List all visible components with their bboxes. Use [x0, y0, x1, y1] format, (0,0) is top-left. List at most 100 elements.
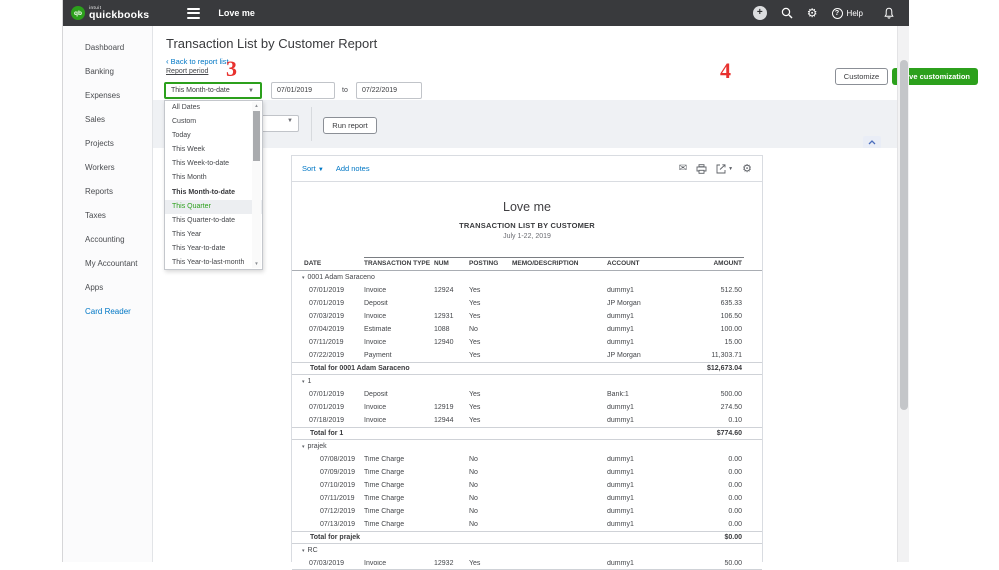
sidebar-item-taxes[interactable]: Taxes: [63, 204, 152, 228]
table-row-total: Total for prajek$0.00: [292, 531, 762, 544]
collapse-caret-icon[interactable]: ▾: [302, 444, 305, 450]
sidebar-item-workers[interactable]: Workers: [63, 156, 152, 180]
report-period-label: Report period: [166, 68, 208, 75]
report-header-band: Transaction List by Customer Report ‹Bac…: [153, 26, 909, 100]
table-row-group-1[interactable]: ▾1: [292, 375, 762, 388]
cell-num: 12940: [434, 339, 469, 346]
cell-date: 07/01/2019: [304, 391, 364, 398]
total-amount: $12,673.04: [707, 363, 742, 375]
cell-transaction-type: Payment: [364, 352, 434, 359]
cell-posting: Yes: [469, 300, 512, 307]
filter-divider: [311, 107, 312, 141]
menu-option-today[interactable]: Today: [165, 129, 262, 143]
table-row-data[interactable]: 07/22/2019PaymentYesJP Morgan11,303.71: [292, 349, 762, 362]
table-row-data[interactable]: 07/01/2019Invoice12919Yesdummy1274.50: [292, 401, 762, 414]
run-report-button[interactable]: Run report: [323, 117, 377, 134]
sort-dropdown[interactable]: Sort ▼: [302, 164, 324, 173]
cell-num: 12944: [434, 417, 469, 424]
menu-option-this-week-to-date[interactable]: This Week-to-date: [165, 157, 262, 171]
menu-option-this-year-to-date[interactable]: This Year-to-date: [165, 242, 262, 256]
sidebar-item-dashboard[interactable]: Dashboard: [63, 36, 152, 60]
sidebar-item-sales[interactable]: Sales: [63, 108, 152, 132]
add-notes-link[interactable]: Add notes: [336, 164, 370, 173]
cell-transaction-type: Time Charge: [364, 456, 434, 463]
table-row-group-0001-adam-saraceno[interactable]: ▾0001 Adam Saraceno: [292, 271, 762, 284]
collapse-caret-icon[interactable]: ▾: [302, 379, 305, 385]
search-icon[interactable]: [781, 7, 793, 19]
customize-button[interactable]: Customize: [835, 68, 888, 85]
table-row-data[interactable]: 07/13/2019Time ChargeNodummy10.00: [292, 518, 762, 531]
menu-scrollbar[interactable]: ▲ ▼: [252, 102, 261, 268]
quickbooks-logo-icon: qb: [71, 6, 85, 20]
menu-option-this-week[interactable]: This Week: [165, 143, 262, 157]
table-row-data[interactable]: 07/09/2019Time ChargeNodummy10.00: [292, 466, 762, 479]
cell-transaction-type: Time Charge: [364, 482, 434, 489]
cell-amount: 0.00: [702, 495, 742, 502]
report-settings-gear-icon[interactable]: ⚙︎: [742, 164, 752, 174]
sidebar-item-expenses[interactable]: Expenses: [63, 84, 152, 108]
table-row-total: Total for 1$774.60: [292, 427, 762, 440]
content-area: Sort ▼ Add notes ✉︎ ▼ ⚙︎ Love me TRANSAC…: [153, 148, 897, 562]
sidebar-item-reports[interactable]: Reports: [63, 180, 152, 204]
cell-posting: No: [469, 456, 512, 463]
report-period-menu: All DatesCustomTodayThis WeekThis Week-t…: [164, 100, 263, 270]
sidebar-item-card-reader[interactable]: Card Reader: [63, 300, 152, 324]
table-row-data[interactable]: 07/12/2019Time ChargeNodummy10.00: [292, 505, 762, 518]
main-scrollbar-thumb[interactable]: [900, 60, 908, 410]
page-title: Transaction List by Customer Report: [166, 36, 377, 51]
notifications-bell-icon[interactable]: [883, 7, 895, 20]
menu-option-this-quarter[interactable]: This Quarter: [165, 200, 262, 214]
date-from-input[interactable]: 07/01/2019: [271, 82, 335, 99]
gear-icon[interactable]: ⚙︎: [807, 6, 818, 20]
help-button[interactable]: ? Help: [832, 8, 863, 19]
report-period-select[interactable]: This Month-to-date ▼: [164, 82, 262, 99]
menu-option-this-quarter-to-date[interactable]: This Quarter-to-date: [165, 214, 262, 228]
menu-option-all-dates[interactable]: All Dates: [165, 101, 262, 115]
export-dropdown[interactable]: ▼: [716, 164, 733, 174]
menu-option-this-year[interactable]: This Year: [165, 228, 262, 242]
collapse-caret-icon[interactable]: ▾: [302, 275, 305, 281]
email-icon[interactable]: ✉︎: [679, 164, 687, 174]
table-row-data[interactable]: 07/11/2019Invoice12940Yesdummy115.00: [292, 336, 762, 349]
group-label: RC: [308, 547, 318, 554]
menu-option-this-month[interactable]: This Month: [165, 171, 262, 185]
cell-amount: 0.00: [702, 521, 742, 528]
total-amount: $0.00: [724, 532, 742, 544]
table-row-data[interactable]: 07/18/2019Invoice12944Yesdummy10.10: [292, 414, 762, 427]
table-row-data[interactable]: 07/10/2019Time ChargeNodummy10.00: [292, 479, 762, 492]
sidebar-item-apps[interactable]: Apps: [63, 276, 152, 300]
cell-transaction-type: Invoice: [364, 287, 434, 294]
sidebar-item-accounting[interactable]: Accounting: [63, 228, 152, 252]
table-row-data[interactable]: 07/03/2019Invoice12931Yesdummy1106.50: [292, 310, 762, 323]
group-label: 0001 Adam Saraceno: [308, 274, 375, 281]
table-row-data[interactable]: 07/01/2019DepositYesBank:1500.00: [292, 388, 762, 401]
collapse-caret-icon[interactable]: ▾: [302, 548, 305, 554]
create-plus-icon[interactable]: +: [753, 6, 767, 20]
annotation-number-3: 3: [226, 56, 237, 82]
print-icon[interactable]: [696, 164, 707, 174]
table-row-data[interactable]: 07/04/2019Estimate1088Nodummy1100.00: [292, 323, 762, 336]
table-row-data[interactable]: 07/11/2019Time ChargeNodummy10.00: [292, 492, 762, 505]
table-row-group-rc[interactable]: ▾RC: [292, 544, 762, 557]
menu-option-custom[interactable]: Custom: [165, 115, 262, 129]
table-row-data[interactable]: 07/01/2019Invoice12924Yesdummy1512.50: [292, 284, 762, 297]
back-to-report-list-link[interactable]: ‹Back to report list: [166, 57, 229, 66]
scroll-up-icon[interactable]: ▲: [252, 102, 261, 110]
table-row-group-prajek[interactable]: ▾prajek: [292, 440, 762, 453]
hamburger-menu-icon[interactable]: [187, 8, 200, 19]
cell-date: 07/22/2019: [304, 352, 364, 359]
cell-date: 07/09/2019: [304, 469, 364, 476]
scroll-down-icon[interactable]: ▼: [252, 260, 261, 268]
cell-transaction-type: Time Charge: [364, 495, 434, 502]
sidebar-item-projects[interactable]: Projects: [63, 132, 152, 156]
table-row-data[interactable]: 07/03/2019Invoice12932Yesdummy150.00: [292, 557, 762, 570]
menu-option-this-year-to-last-month[interactable]: This Year-to-last-month: [165, 256, 262, 270]
menu-option-this-month-to-date[interactable]: This Month-to-date: [165, 186, 262, 200]
main-scrollbar[interactable]: [897, 26, 909, 562]
table-row-data[interactable]: 07/01/2019DepositYesJP Morgan635.33: [292, 297, 762, 310]
sidebar-item-banking[interactable]: Banking: [63, 60, 152, 84]
date-to-input[interactable]: 07/22/2019: [356, 82, 422, 99]
table-row-data[interactable]: 07/08/2019Time ChargeNodummy10.00: [292, 453, 762, 466]
sidebar-item-my-accountant[interactable]: My Accountant: [63, 252, 152, 276]
menu-scrollbar-thumb[interactable]: [253, 111, 260, 161]
